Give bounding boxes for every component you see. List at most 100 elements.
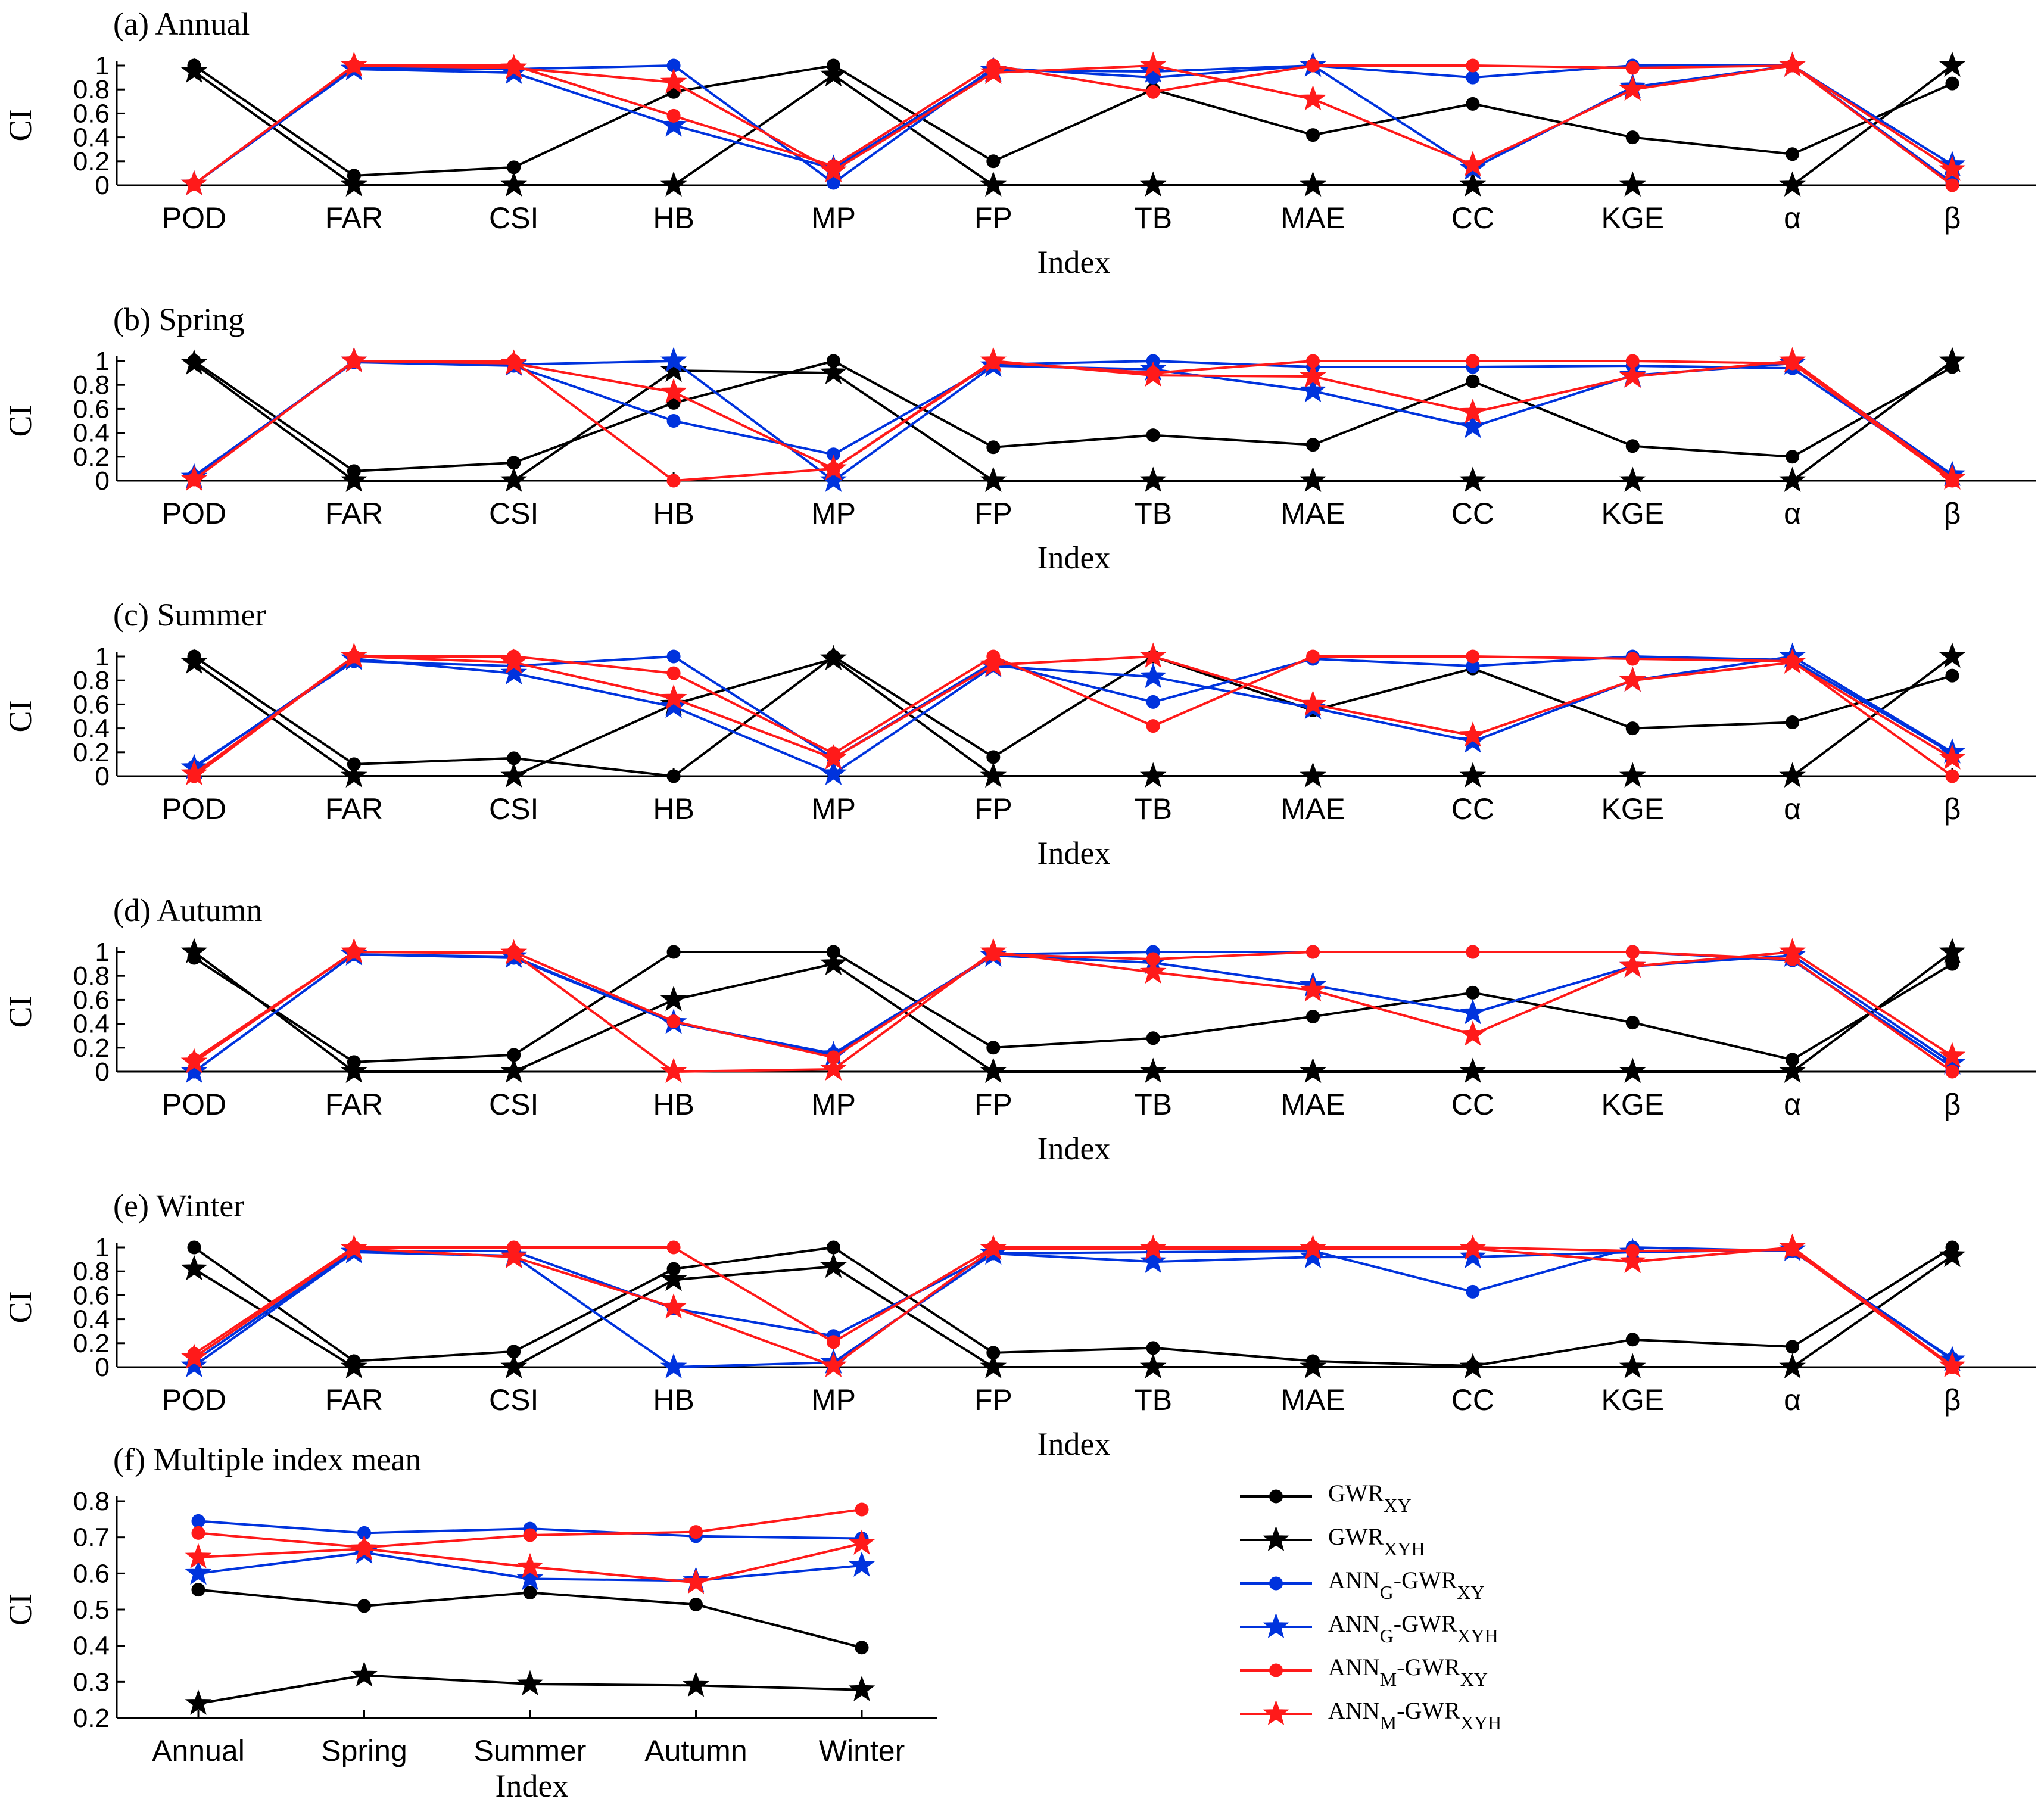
data-point-gwr_xy xyxy=(1945,76,1959,91)
data-point-gwr_xyh xyxy=(980,466,1007,493)
y-tick-label: 0.2 xyxy=(73,1034,110,1063)
x-tick-label: MP xyxy=(811,201,856,235)
x-axis-label: Index xyxy=(1037,1426,1111,1462)
legend-marker xyxy=(1263,1700,1289,1725)
series-gwr_xy xyxy=(187,58,1959,183)
data-point-annm_gwr_xyh xyxy=(1459,721,1487,747)
data-point-annm_gwr_xyh xyxy=(660,378,687,404)
data-point-gwr_xyh xyxy=(1779,762,1806,788)
data-point-gwr_xy xyxy=(1306,438,1320,452)
data-point-gwr_xyh xyxy=(180,57,208,83)
x-tick-label: FAR xyxy=(325,201,383,235)
series-line-gwr_xyh xyxy=(193,1255,1953,1368)
data-point-anng_gwr_xyh xyxy=(180,1057,208,1083)
data-point-gwr_xyh xyxy=(500,762,528,788)
data-point-annm_gwr_xyh xyxy=(1939,1352,1966,1377)
data-point-annm_gwr_xyh xyxy=(180,1048,208,1073)
y-tick-label: 0.8 xyxy=(73,1257,110,1286)
data-point-annm_gwr_xyh xyxy=(340,51,367,77)
series-gwr_xy xyxy=(191,1583,869,1655)
series-line-anng_gwr_xy xyxy=(193,360,1953,478)
data-point-gwr_xy xyxy=(1625,1016,1640,1030)
data-point-gwr_xy xyxy=(1786,715,1800,730)
data-point-gwr_xyh xyxy=(1459,762,1487,788)
panel-title: (a) Annual xyxy=(113,6,250,42)
series-annm_gwr_xyh xyxy=(180,51,1966,195)
data-point-gwr_xyh xyxy=(1459,1353,1487,1378)
x-tick-label: KGE xyxy=(1601,1383,1664,1417)
data-point-gwr_xyh xyxy=(1939,1241,1966,1268)
x-tick-label: TB xyxy=(1134,1088,1172,1121)
data-point-anng_gwr_xyh xyxy=(820,760,847,786)
x-tick-label: HB xyxy=(653,497,694,530)
x-tick-label: CSI xyxy=(489,497,538,530)
x-tick-label: β xyxy=(1944,201,1961,235)
legend-label: ANNM-GWRXY xyxy=(1328,1654,1488,1690)
data-point-annm_gwr_xyh xyxy=(683,1568,709,1594)
data-point-gwr_xyh xyxy=(180,648,208,674)
data-point-annm_gwr_xyh xyxy=(1300,976,1326,1002)
data-point-annm_gwr_xyh xyxy=(980,1234,1007,1261)
x-tick-label: MP xyxy=(811,497,856,530)
data-point-gwr_xyh xyxy=(340,466,367,493)
x-axis-label: Index xyxy=(496,1768,569,1802)
data-point-gwr_xyh xyxy=(1779,466,1806,493)
y-tick-label: 0.2 xyxy=(73,1704,110,1733)
data-point-anng_gwr_xy xyxy=(666,414,681,428)
x-tick-label: KGE xyxy=(1601,201,1664,235)
data-point-annm_gwr_xyh xyxy=(1619,1247,1646,1274)
legend-marker xyxy=(1263,1526,1289,1551)
x-tick-label: MAE xyxy=(1280,1383,1345,1417)
panel-title: (f) Multiple index mean xyxy=(113,1442,421,1477)
data-point-anng_gwr_xyh xyxy=(1459,413,1487,438)
y-tick-label: 0.2 xyxy=(73,738,110,767)
x-tick-label: β xyxy=(1944,1383,1961,1417)
data-point-annm_gwr_xyh xyxy=(1779,51,1806,77)
data-point-annm_gwr_xyh xyxy=(1300,362,1326,388)
data-point-annm_gwr_xyh xyxy=(660,68,687,94)
data-point-anng_gwr_xyh xyxy=(516,1564,544,1591)
data-point-gwr_xy xyxy=(1786,1340,1800,1354)
data-point-gwr_xyh xyxy=(1300,466,1326,493)
data-point-gwr_xyh xyxy=(1619,762,1646,788)
data-point-annm_gwr_xy xyxy=(666,1014,681,1029)
data-point-annm_gwr_xy xyxy=(666,1240,681,1255)
panel-title: (b) Spring xyxy=(113,301,244,337)
y-tick-label: 0 xyxy=(95,762,110,791)
data-point-gwr_xyh xyxy=(1939,938,1966,963)
data-point-gwr_xy xyxy=(666,769,681,783)
y-tick-label: 0.8 xyxy=(73,371,110,400)
y-tick-label: 0.4 xyxy=(73,123,110,152)
x-tick-label: HB xyxy=(653,1088,694,1121)
legend-marker xyxy=(1269,1663,1283,1677)
x-tick-label: MP xyxy=(811,1088,856,1121)
y-axis-label: CI xyxy=(2,1291,38,1324)
data-point-annm_gwr_xyh xyxy=(1939,1042,1966,1067)
data-point-gwr_xy xyxy=(986,440,1001,455)
data-point-annm_gwr_xyh xyxy=(1139,958,1167,984)
data-point-gwr_xyh xyxy=(185,1689,212,1715)
data-point-gwr_xy xyxy=(1306,128,1320,142)
x-axis-label: Index xyxy=(1037,835,1111,871)
y-tick-label: 0.2 xyxy=(73,1329,110,1358)
x-tick-label: POD xyxy=(162,201,226,235)
x-tick-label: HB xyxy=(653,792,694,826)
data-point-annm_gwr_xyh xyxy=(820,744,847,770)
data-point-anng_gwr_xyh xyxy=(185,1559,212,1585)
series-annm_gwr_xyh xyxy=(180,1233,1966,1378)
data-point-annm_gwr_xyh xyxy=(1139,1234,1167,1261)
data-point-anng_gwr_xy xyxy=(1466,1284,1480,1299)
data-point-annm_gwr_xy xyxy=(1306,945,1320,959)
legend-entry-anng_gwr_xyh: ANNG-GWRXYH xyxy=(1240,1610,1498,1647)
chart-panel-3: (c) Summer 00.20.40.60.81 POD FAR CSI HB MP FP T… xyxy=(2,597,2036,871)
data-point-annm_gwr_xyh xyxy=(980,938,1007,964)
series-line-annm_gwr_xyh xyxy=(193,655,1953,775)
data-point-annm_gwr_xyh xyxy=(980,347,1007,373)
y-tick-label: 0 xyxy=(95,466,110,496)
series-gwr_xyh xyxy=(180,642,1966,788)
data-point-gwr_xyh xyxy=(980,762,1007,788)
data-point-anng_gwr_xy xyxy=(191,1514,205,1528)
y-tick-label: 0.8 xyxy=(73,961,110,991)
y-tick-label: 1 xyxy=(95,347,110,376)
